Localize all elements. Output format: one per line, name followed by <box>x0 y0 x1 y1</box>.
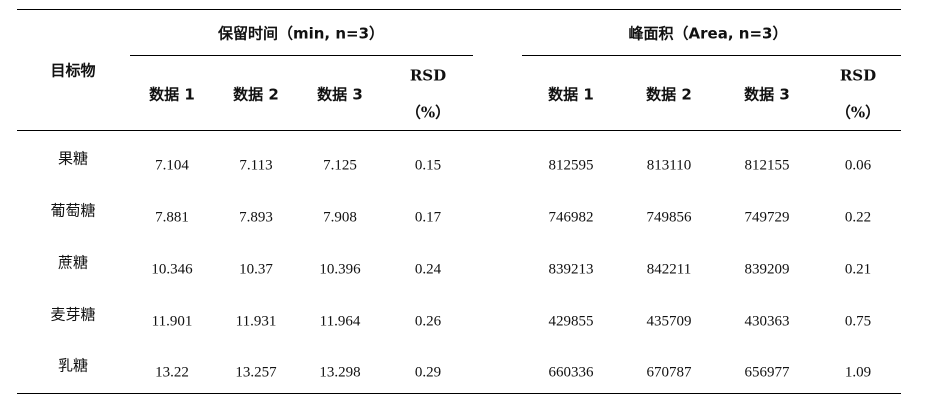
rt-value: 13.298 <box>319 364 361 381</box>
area-value: 812595 <box>548 157 594 174</box>
area-rsd-header: RSD <box>839 66 877 85</box>
area-value: 842211 <box>646 261 692 278</box>
row-name: 乳糖 <box>57 356 89 375</box>
area-data3-header: 数据 3 <box>744 85 790 104</box>
rt-value: 7.104 <box>155 157 189 174</box>
rt-value: 7.881 <box>155 209 189 226</box>
rt-value: 7.125 <box>323 157 357 174</box>
area-value: 749729 <box>744 209 790 226</box>
area-value: 746982 <box>548 209 594 226</box>
area-value: 813110 <box>646 157 692 174</box>
rt-data3-header: 数据 3 <box>317 85 363 104</box>
area-rsd-value: 0.06 <box>844 157 872 174</box>
peak-area-header: 峰面积（Area, n=3） <box>628 24 788 43</box>
rt-rsd-value: 0.24 <box>414 261 442 278</box>
area-rsd-value: 0.21 <box>844 261 872 278</box>
area-data2-header: 数据 2 <box>646 85 692 104</box>
rt-value: 10.37 <box>239 261 273 278</box>
row-name: 蔗糖 <box>57 253 89 272</box>
group1-underline <box>130 55 473 56</box>
area-value: 670787 <box>646 364 692 381</box>
area-value: 839209 <box>744 261 790 278</box>
rt-rsd-value: 0.15 <box>414 157 442 174</box>
rt-value: 11.901 <box>151 313 193 330</box>
rt-value: 13.257 <box>235 364 277 381</box>
area-value: 435709 <box>646 313 692 330</box>
top-rule <box>17 9 901 10</box>
rt-value: 7.893 <box>239 209 273 226</box>
rt-value: 10.396 <box>319 261 361 278</box>
rt-value: 13.22 <box>155 364 189 381</box>
row-name: 麦芽糖 <box>50 305 96 324</box>
rt-rsd-value: 0.17 <box>414 209 442 226</box>
rt-rsd-value: 0.29 <box>414 364 442 381</box>
area-value: 839213 <box>548 261 594 278</box>
area-rsd-value: 0.75 <box>844 313 872 330</box>
area-value: 812155 <box>744 157 790 174</box>
rt-data1-header: 数据 1 <box>149 85 195 104</box>
target-header: 目标物 <box>50 61 96 80</box>
area-value: 430363 <box>744 313 790 330</box>
area-data1-header: 数据 1 <box>548 85 594 104</box>
row-name: 葡萄糖 <box>50 201 96 220</box>
header-bottom-rule <box>17 130 901 131</box>
retention-time-header: 保留时间（min, n=3） <box>217 24 385 43</box>
rt-rsd-header: RSD <box>409 66 447 85</box>
rt-value: 7.113 <box>239 157 273 174</box>
area-value: 429855 <box>548 313 594 330</box>
rt-value: 11.931 <box>235 313 277 330</box>
area-rsd-value: 0.22 <box>844 209 872 226</box>
area-rsd-unit: （%） <box>835 103 881 122</box>
rt-value: 10.346 <box>151 261 193 278</box>
area-rsd-value: 1.09 <box>844 364 872 381</box>
rt-value: 11.964 <box>319 313 361 330</box>
rt-rsd-unit: （%） <box>405 103 451 122</box>
row-name: 果糖 <box>57 149 89 168</box>
rt-data2-header: 数据 2 <box>233 85 279 104</box>
area-value: 749856 <box>646 209 692 226</box>
rt-value: 7.908 <box>323 209 357 226</box>
rt-rsd-value: 0.26 <box>414 313 442 330</box>
bottom-rule <box>17 393 901 394</box>
group2-underline <box>522 55 901 56</box>
area-value: 656977 <box>744 364 790 381</box>
area-value: 660336 <box>548 364 594 381</box>
